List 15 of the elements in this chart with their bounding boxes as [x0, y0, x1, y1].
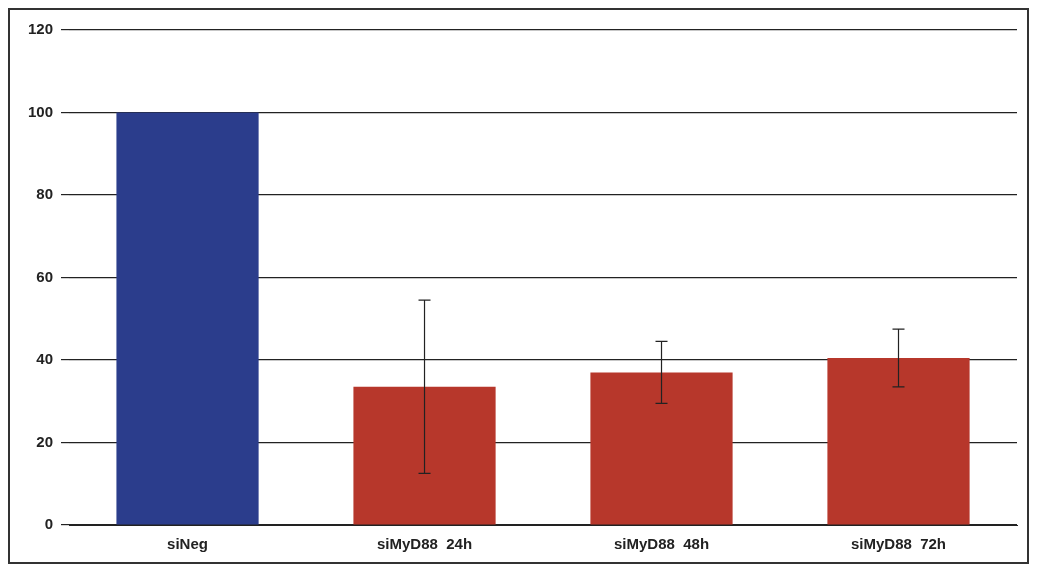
y-tick-label: 60: [36, 267, 54, 285]
x-tick-label: siMyD88 24h: [376, 535, 473, 553]
bar: [590, 372, 733, 525]
y-tick-label: 80: [36, 185, 54, 203]
y-tick-label: 100: [28, 102, 54, 120]
x-tick-label: siMyD88 48h: [613, 535, 710, 553]
bar: [116, 112, 259, 525]
y-tick-label: 20: [36, 432, 54, 450]
y-tick-label: 0: [44, 515, 54, 533]
y-tick-label: 120: [28, 20, 54, 38]
bar: [353, 386, 496, 525]
x-tick-label: siNeg: [167, 535, 208, 553]
bar: [827, 357, 970, 525]
x-tick-label: siMyD88 72h: [850, 535, 947, 553]
y-tick-label: 40: [36, 350, 54, 368]
